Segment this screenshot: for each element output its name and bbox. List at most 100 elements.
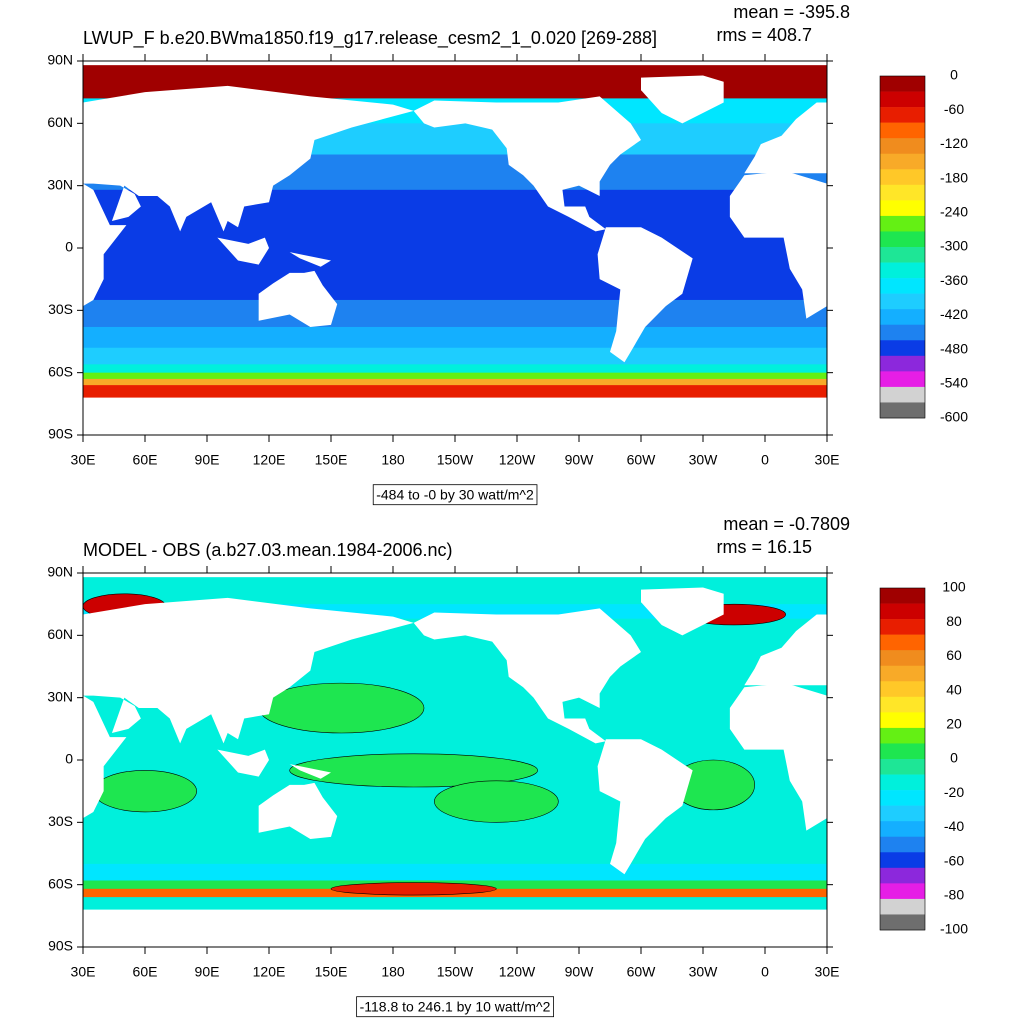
colorbar-box [880, 774, 925, 791]
colorbar-label: -360 [940, 272, 968, 288]
colorbar-box [880, 386, 925, 403]
ocean-band [83, 61, 827, 66]
map-area [83, 573, 827, 947]
colorbar-label: -540 [940, 375, 968, 391]
lon-label: 150W [437, 964, 474, 980]
colorbar-box [880, 898, 925, 915]
colorbar-label: -240 [940, 204, 968, 220]
panel-title: MODEL - OBS (a.b27.03.mean.1984-2006.nc) [83, 540, 453, 560]
lat-label: 60N [47, 114, 73, 130]
anomaly-patch [434, 780, 559, 823]
colorbar-label: 0 [950, 67, 958, 83]
ocean-band [83, 189, 827, 301]
colorbar-box [880, 867, 925, 884]
lat-label: 60N [47, 626, 73, 642]
ocean-band [83, 326, 827, 349]
land [413, 608, 641, 744]
colorbar-box [880, 603, 925, 620]
colorbar-label: -80 [944, 887, 964, 903]
lon-label: 90E [195, 452, 220, 468]
lon-label: 90E [195, 964, 220, 980]
land [83, 597, 414, 744]
colorbar-box [880, 153, 925, 170]
anomaly-patch [289, 753, 538, 788]
ocean-band [83, 299, 827, 328]
ocean-band [83, 909, 827, 947]
anomaly-patch [330, 882, 497, 896]
land [83, 102, 88, 174]
colorbar-box [880, 634, 925, 651]
land [641, 75, 724, 124]
land [258, 782, 338, 839]
land [729, 683, 827, 831]
colorbar-box [880, 588, 925, 604]
map-panel: 90N 60N 30N 0 30S 60S 90S 30E 60E 90E 120E 150E 180 1… [47, 514, 968, 1018]
colorbar-box [880, 76, 925, 92]
colorbar-box [880, 712, 925, 729]
mean-stat: mean = -0.7809 [723, 514, 850, 534]
colorbar-box [880, 262, 925, 279]
colorbar-label: 60 [946, 647, 962, 663]
colorbar-box [880, 355, 925, 372]
ocean-band [83, 372, 827, 380]
contour-info: -484 to -0 by 30 watt/m^2 [376, 487, 534, 503]
colorbar-box [880, 805, 925, 822]
lat-label: 90S [48, 938, 73, 954]
lon-label: 60W [627, 452, 657, 468]
ocean-band [83, 897, 827, 911]
colorbar-label: 0 [950, 750, 958, 766]
contour-info: -118.8 to 246.1 by 10 watt/m^2 [360, 999, 551, 1015]
rms-stat: rms = 408.7 [716, 25, 812, 45]
ocean-band [83, 385, 827, 399]
colorbar-box [880, 340, 925, 357]
lat-label: 30N [47, 176, 73, 192]
colorbar-box [880, 759, 925, 775]
colorbar-box [880, 122, 925, 139]
land [289, 764, 331, 779]
colorbar-label: -600 [940, 409, 968, 425]
map-panel: 90N 60N 30N 0 30S 60S 90S 30E 60E 90E 120E 150E 180 1… [47, 2, 968, 506]
ocean-band [83, 378, 827, 386]
ocean-band [83, 573, 827, 578]
anomaly-patch [93, 770, 197, 813]
colorbar-label: -20 [944, 784, 964, 800]
mean-stat: mean = -395.8 [733, 2, 850, 22]
colorbar-label: 100 [942, 579, 966, 595]
colorbar-box [880, 215, 925, 232]
lon-label: 180 [381, 964, 405, 980]
rms-stat: rms = 16.15 [716, 537, 812, 557]
lon-label: 120W [499, 964, 536, 980]
lon-label: 30E [71, 964, 96, 980]
lon-label: 150E [315, 964, 348, 980]
land [83, 183, 127, 307]
colorbar-label: 80 [946, 613, 962, 629]
panel-title: LWUP_F b.e20.BWma1850.f19_g17.release_ce… [83, 28, 657, 49]
land [83, 85, 414, 232]
colorbar-label: -60 [944, 101, 964, 117]
colorbar-box [880, 852, 925, 869]
lon-label: 30E [71, 452, 96, 468]
lon-label: 30W [689, 964, 719, 980]
colorbar-label: 20 [946, 716, 962, 732]
lon-label: 30W [689, 452, 719, 468]
colorbar-label: -120 [940, 135, 968, 151]
colorbar-box [880, 200, 925, 217]
lat-label: 0 [65, 751, 73, 767]
lon-label: 30E [815, 452, 840, 468]
colorbar-label: 40 [946, 681, 962, 697]
land [289, 252, 331, 267]
colorbar-box [880, 293, 925, 310]
lon-label: 0 [761, 964, 769, 980]
lon-label: 150W [437, 452, 474, 468]
land [597, 227, 693, 363]
colorbar-box [880, 402, 925, 419]
colorbar-box [880, 836, 925, 853]
lon-label: 60E [133, 452, 158, 468]
colorbar-label: -480 [940, 340, 968, 356]
map-area [83, 61, 827, 435]
lon-label: 120W [499, 452, 536, 468]
land [641, 587, 724, 636]
colorbar-box [880, 619, 925, 635]
